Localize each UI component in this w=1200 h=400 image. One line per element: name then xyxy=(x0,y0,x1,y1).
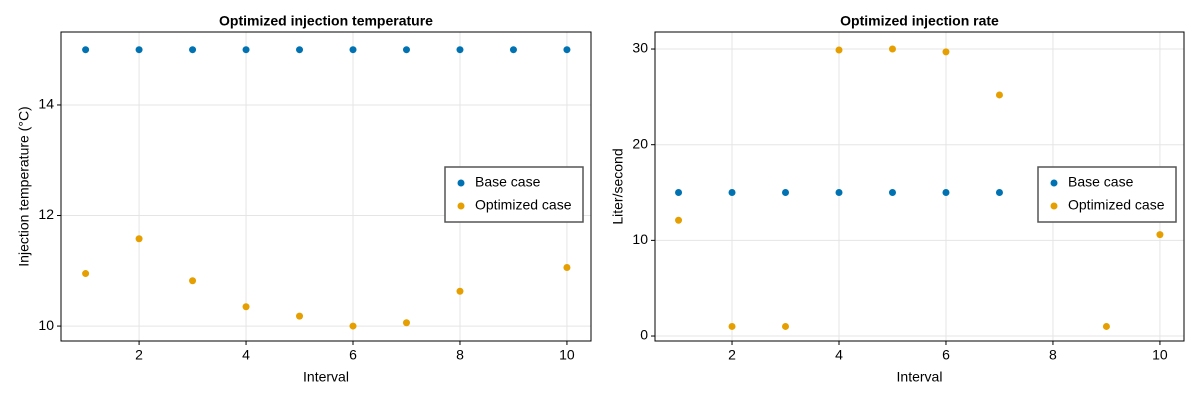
x-tick-label: 4 xyxy=(242,347,250,363)
point xyxy=(402,319,410,327)
x-axis-label: Interval xyxy=(303,369,349,385)
y-tick-label: 12 xyxy=(38,206,54,222)
point xyxy=(402,46,410,54)
point xyxy=(242,46,250,54)
point xyxy=(942,48,950,56)
point xyxy=(1102,322,1110,330)
plot-frame xyxy=(654,31,1185,342)
y-tick-label: 30 xyxy=(632,40,648,56)
point xyxy=(835,189,843,197)
point xyxy=(782,189,790,197)
chart-title: Optimized injection temperature xyxy=(219,13,433,29)
point xyxy=(242,303,250,311)
y-tick-label: 20 xyxy=(632,135,648,151)
point xyxy=(349,322,357,330)
point xyxy=(782,322,790,330)
point xyxy=(456,46,464,54)
x-tick-label: 10 xyxy=(1152,347,1168,363)
x-tick-label: 6 xyxy=(942,347,950,363)
point xyxy=(675,189,683,197)
x-axis-label: Interval xyxy=(897,369,943,385)
point xyxy=(728,322,736,330)
y-axis-label: Injection temperature (°C) xyxy=(16,106,32,266)
point xyxy=(888,45,896,53)
legend-box xyxy=(1037,166,1177,223)
x-tick-label: 10 xyxy=(559,347,575,363)
point xyxy=(835,46,843,54)
legend-marker xyxy=(1050,202,1058,210)
point xyxy=(728,189,736,197)
y-axis-label: Liter/second xyxy=(610,148,626,224)
point xyxy=(942,189,950,197)
point xyxy=(456,287,464,295)
legend-label: Base case xyxy=(1068,174,1134,190)
y-tick-label: 10 xyxy=(38,317,54,333)
y-tick-label: 0 xyxy=(640,327,648,343)
legend-label: Optimized case xyxy=(1068,197,1165,213)
point xyxy=(1156,231,1164,239)
point xyxy=(995,91,1003,99)
y-tick-label: 14 xyxy=(38,96,54,112)
point xyxy=(135,46,143,54)
point xyxy=(563,263,571,271)
x-tick-label: 4 xyxy=(835,347,843,363)
point xyxy=(296,312,304,320)
x-tick-label: 6 xyxy=(349,347,357,363)
legend-label: Optimized case xyxy=(475,197,572,213)
point xyxy=(563,46,571,54)
point xyxy=(349,46,357,54)
point xyxy=(675,216,683,224)
point xyxy=(82,270,90,278)
legend-marker xyxy=(457,202,465,210)
x-tick-label: 2 xyxy=(728,347,736,363)
chart-title: Optimized injection rate xyxy=(840,13,999,29)
legend-marker xyxy=(1050,179,1058,187)
legend-box xyxy=(444,166,584,223)
point xyxy=(189,46,197,54)
point xyxy=(135,235,143,243)
y-tick-label: 10 xyxy=(632,231,648,247)
plot-frame xyxy=(60,31,592,342)
legend-marker xyxy=(457,179,465,187)
x-tick-label: 2 xyxy=(135,347,143,363)
x-tick-label: 8 xyxy=(456,347,464,363)
point xyxy=(296,46,304,54)
point xyxy=(509,46,517,54)
point xyxy=(995,189,1003,197)
x-tick-label: 8 xyxy=(1049,347,1057,363)
point xyxy=(888,189,896,197)
legend-label: Base case xyxy=(475,174,541,190)
point xyxy=(82,46,90,54)
point xyxy=(189,277,197,285)
